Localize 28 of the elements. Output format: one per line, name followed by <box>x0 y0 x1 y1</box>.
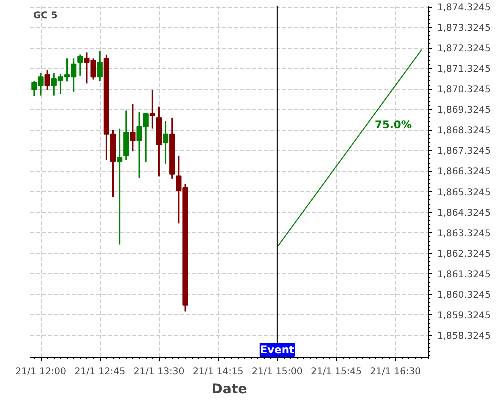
y-tick-label: 1,865.3245 <box>438 187 491 198</box>
y-tick-label: 1,860.3245 <box>438 290 491 301</box>
x-tick-label: 21/1 12:00 <box>16 366 66 378</box>
y-tick-label: 1,872.3245 <box>438 44 491 55</box>
x-axis-title: Date <box>212 382 248 398</box>
y-tick-label: 1,864.3245 <box>438 208 491 219</box>
y-tick-label: 1,863.3245 <box>438 228 491 240</box>
ref-line-label: Event <box>260 344 295 356</box>
y-tick-label: 1,870.3245 <box>438 84 491 96</box>
y-tick-label: 1,862.3245 <box>438 248 491 260</box>
chart-title: GC 5 <box>34 10 58 22</box>
x-tick-label: 21/1 12:45 <box>74 366 126 378</box>
x-tick-label: 21/1 15:45 <box>311 366 362 378</box>
y-tick-label: 1,871.3245 <box>438 64 491 76</box>
y-tick-label: 1,868.3245 <box>438 126 491 137</box>
y-tick-label: 1,866.3245 <box>438 166 491 178</box>
annotation: 75.0% <box>375 118 412 132</box>
x-tick-label: 21/1 14:15 <box>192 366 244 378</box>
y-tick-label: 1,869.3245 <box>438 105 491 116</box>
y-tick-label: 1,858.3245 <box>438 330 491 342</box>
x-tick-label: 21/1 13:30 <box>134 366 185 378</box>
x-tick-label: 21/1 15:00 <box>252 366 303 378</box>
y-tick-label: 1,861.3245 <box>438 269 491 280</box>
y-tick-label: 1,874.3245 <box>438 2 491 14</box>
y-tick-label: 1,867.3245 <box>438 146 491 158</box>
y-tick-label: 1,873.3245 <box>438 23 491 34</box>
y-tick-label: 1,859.3245 <box>438 310 491 322</box>
x-tick-label: 21/1 16:30 <box>370 366 422 378</box>
